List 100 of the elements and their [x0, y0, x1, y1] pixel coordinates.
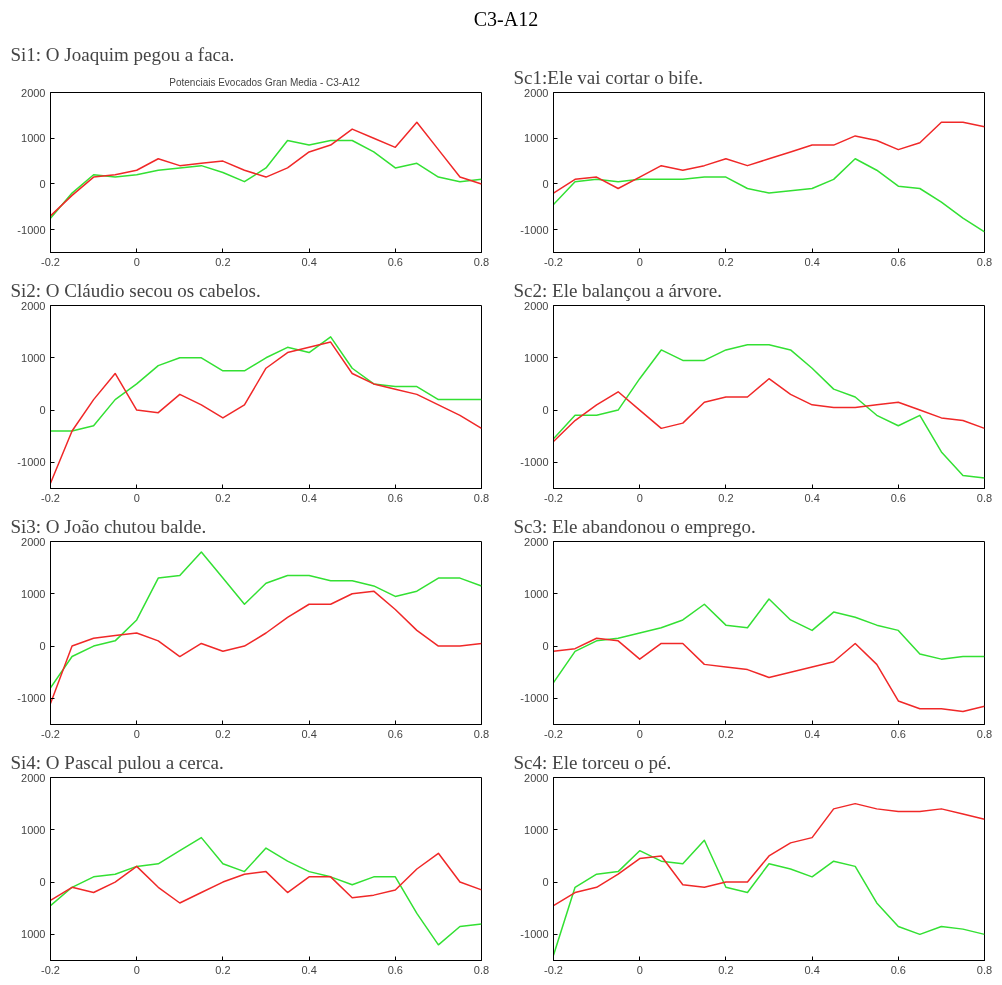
line-series [50, 336, 482, 432]
line-series [50, 852, 482, 904]
x-tick-label: 0.6 [387, 727, 403, 740]
x-tick-label: 0.8 [976, 255, 993, 268]
x-tick-label: 0 [133, 255, 140, 268]
line-series [50, 139, 482, 219]
y-tick-label: 2000 [524, 535, 549, 548]
y-tick-label: 1000 [21, 587, 46, 600]
y-tick-label: 0 [39, 640, 46, 653]
x-tick-label: 0.6 [890, 491, 906, 504]
y-tick-label: 0 [39, 177, 46, 190]
chart-title: Sc4: Ele torceu o pé. [513, 751, 672, 773]
y-tick-label: 2000 [21, 299, 46, 312]
y-tick-label: -1000 [520, 456, 549, 469]
chart-subtitle: Potenciais Evocados Gran Media - C3-A12 [169, 76, 361, 88]
x-tick-label: 0 [636, 255, 643, 268]
x-tick-label: 0.8 [473, 491, 490, 504]
y-tick-label: 1000 [524, 823, 549, 836]
x-tick-label: 0.8 [976, 727, 993, 740]
x-tick-label: 0.4 [804, 963, 820, 976]
x-tick-label: 0.4 [804, 727, 820, 740]
y-tick-label: -1000 [17, 456, 46, 469]
line-series [553, 839, 985, 957]
y-tick-label: 0 [542, 876, 549, 889]
y-tick-label: 0 [542, 177, 549, 190]
x-tick-label: 0.8 [976, 963, 993, 976]
chart-title: Sc1:Ele vai cortar o bife. [513, 66, 703, 88]
x-tick-label: -0.2 [41, 963, 60, 976]
y-tick-label: 1000 [524, 587, 549, 600]
y-tick-label: -1000 [520, 223, 549, 236]
y-tick-label: 1000 [21, 351, 46, 364]
x-tick-label: 0.6 [890, 963, 906, 976]
x-tick-label: 0.2 [215, 963, 231, 976]
x-tick-label: 0.6 [890, 727, 906, 740]
line-series [50, 551, 482, 689]
y-tick-label: 2000 [524, 771, 549, 784]
x-tick-label: -0.2 [544, 727, 563, 740]
x-tick-label: 0.4 [301, 727, 317, 740]
x-tick-label: 0.6 [387, 491, 403, 504]
x-tick-label: 0 [133, 491, 140, 504]
chart-title: Si2: O Cláudio secou os cabelos. [10, 279, 261, 301]
y-tick-label: 1000 [21, 928, 46, 941]
x-tick-label: 0.4 [301, 255, 317, 268]
x-tick-label: 0.4 [804, 491, 820, 504]
x-tick-label: -0.2 [544, 255, 563, 268]
x-tick-label: 0.8 [473, 727, 490, 740]
x-tick-label: 0.4 [301, 963, 317, 976]
x-tick-label: 0.2 [718, 491, 734, 504]
y-tick-label: 2000 [524, 86, 549, 99]
y-tick-label: 1000 [21, 132, 46, 145]
x-tick-label: 0.4 [301, 491, 317, 504]
x-tick-label: -0.2 [544, 963, 563, 976]
text: C3-A12 [473, 7, 539, 32]
y-tick-label: 0 [39, 876, 46, 889]
x-tick-label: 0.4 [804, 255, 820, 268]
x-tick-label: 0.2 [215, 491, 231, 504]
y-tick-label: 2000 [21, 535, 46, 548]
x-tick-label: 0.8 [976, 491, 993, 504]
line-series [50, 341, 482, 485]
y-tick-label: 2000 [524, 299, 549, 312]
y-tick-label: -1000 [520, 928, 549, 941]
line-series [50, 121, 482, 217]
x-tick-label: 0.6 [890, 255, 906, 268]
line-series [553, 343, 985, 479]
x-tick-label: 0 [636, 727, 643, 740]
chart-title: Si1: O Joaquim pegou a faca. [10, 43, 235, 65]
line-series [50, 590, 482, 705]
y-tick-label: -1000 [17, 223, 46, 236]
y-tick-label: 0 [542, 404, 549, 417]
x-tick-label: 0.2 [215, 255, 231, 268]
line-series [553, 802, 985, 907]
x-tick-label: 0.2 [718, 727, 734, 740]
y-tick-label: 0 [542, 640, 549, 653]
x-tick-label: 0.2 [718, 963, 734, 976]
y-tick-label: 2000 [21, 771, 46, 784]
x-tick-label: 0 [636, 963, 643, 976]
chart-title: Si3: O João chutou balde. [10, 515, 207, 537]
line-series [553, 598, 985, 684]
x-tick-label: 0 [133, 727, 140, 740]
x-tick-label: 0 [133, 963, 140, 976]
line-series [50, 836, 482, 946]
x-tick-label: 0.2 [215, 727, 231, 740]
y-tick-label: 1000 [524, 351, 549, 364]
x-tick-label: 0 [636, 491, 643, 504]
y-tick-label: 1000 [524, 132, 549, 145]
x-tick-label: -0.2 [41, 727, 60, 740]
line-series [553, 121, 985, 194]
x-tick-label: -0.2 [41, 491, 60, 504]
x-tick-label: 0.6 [387, 963, 403, 976]
chart-title: Si4: O Pascal pulou a cerca. [10, 751, 224, 773]
x-tick-label: 0.8 [473, 255, 490, 268]
y-tick-label: 1000 [21, 823, 46, 836]
y-tick-label: -1000 [520, 692, 549, 705]
line-series [553, 637, 985, 713]
chart-title: Sc2: Ele balançou a árvore. [513, 279, 722, 301]
y-tick-label: 0 [39, 404, 46, 417]
y-tick-label: 2000 [21, 86, 46, 99]
line-series [553, 158, 985, 233]
x-tick-label: -0.2 [41, 255, 60, 268]
y-tick-label: -1000 [17, 692, 46, 705]
